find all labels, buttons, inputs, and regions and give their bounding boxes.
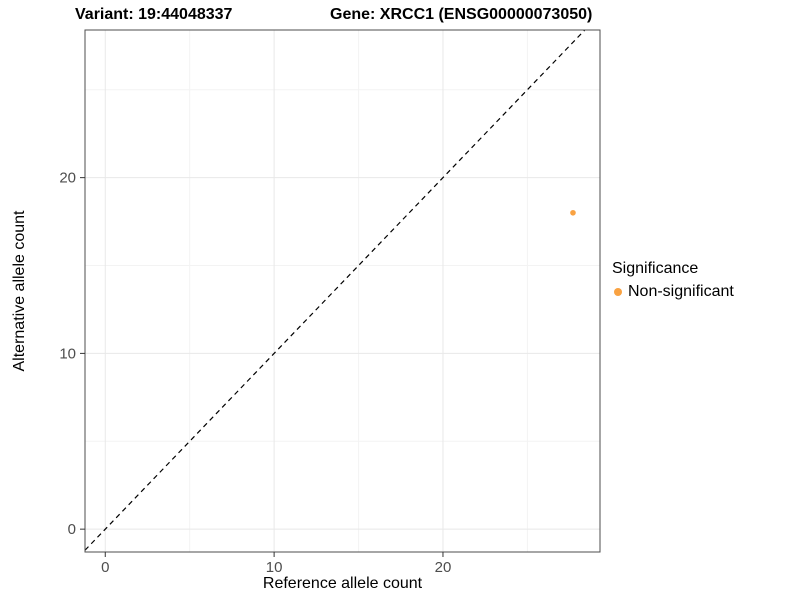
x-tick-label: 0 — [101, 559, 109, 576]
y-tick-label: 0 — [68, 521, 76, 538]
x-tick-label: 20 — [435, 559, 452, 576]
y-tick-label: 20 — [59, 170, 76, 187]
gene-title: Gene: XRCC1 (ENSG00000073050) — [330, 6, 593, 23]
x-axis-label: Reference allele count — [262, 575, 423, 592]
legend-title: Significance — [612, 260, 699, 277]
panel-background — [85, 30, 600, 552]
identity-line — [84, 29, 586, 551]
legend-entry: Non-significant — [612, 283, 734, 301]
legend: Significance Non-significant — [612, 260, 734, 301]
legend-point-swatch — [614, 288, 622, 296]
x-tick-label: 10 — [266, 559, 283, 576]
y-tick-label: 10 — [59, 345, 76, 362]
variant-title: Variant: 19:44048337 — [75, 6, 233, 23]
legend-entry-label: Non-significant — [628, 283, 734, 300]
panel-border — [84, 29, 601, 553]
data-point — [570, 209, 576, 216]
